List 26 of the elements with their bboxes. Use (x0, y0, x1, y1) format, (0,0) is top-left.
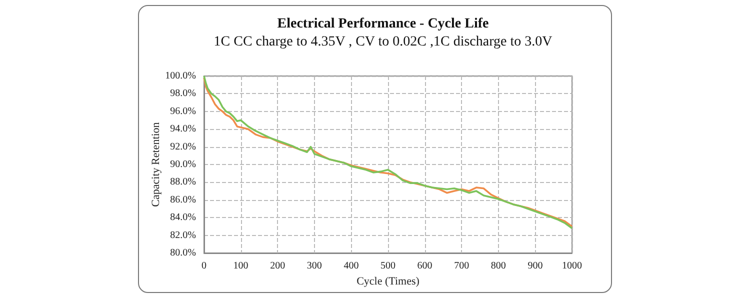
y-tick-label: 86.0% (170, 194, 196, 206)
x-tick-label: 800 (490, 260, 506, 272)
y-tick-label: 98.0% (170, 88, 196, 100)
x-tick-label: 600 (417, 260, 432, 272)
x-tick-label: 100 (233, 260, 248, 272)
y-tick-label: 90.0% (170, 159, 196, 170)
y-tick-label: 100.0% (165, 70, 196, 82)
x-tick-label: 900 (528, 260, 543, 272)
x-tick-label: 0 (202, 260, 206, 272)
x-tick-label: 400 (344, 260, 359, 272)
y-tick-label: 80.0% (170, 248, 196, 258)
chart-subtitle: 1C CC charge to 4.35V , CV to 0.02C ,1C discharge to 3.0V (214, 34, 552, 50)
x-tick-label: 500 (380, 260, 396, 272)
x-tick-label: 1000 (562, 260, 582, 272)
y-tick-label: 88.0% (170, 176, 196, 188)
y-axis-title: Capacity Retention (150, 122, 162, 207)
x-axis-title: Cycle (Times) (356, 275, 420, 288)
y-tick-label: 96.0% (170, 106, 196, 117)
y-tick-label: 94.0% (170, 124, 196, 135)
chart-title: Electrical Performance - Cycle Life (277, 16, 489, 32)
y-tick-label: 92.0% (170, 141, 196, 152)
x-tick-label: 200 (270, 260, 286, 272)
y-tick-label: 82.0% (170, 230, 196, 241)
x-tick-label: 300 (306, 260, 322, 272)
y-tick-label: 84.0% (170, 212, 196, 224)
x-tick-label: 700 (454, 260, 470, 272)
